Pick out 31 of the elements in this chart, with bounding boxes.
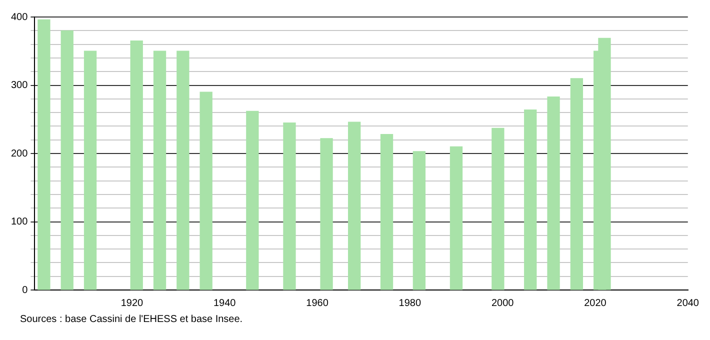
- bar: [492, 128, 504, 290]
- x-tick-label: 1960: [306, 298, 329, 309]
- y-tick-label: 300: [10, 80, 28, 91]
- bar: [283, 122, 296, 290]
- bar: [380, 134, 394, 290]
- bar: [547, 96, 560, 290]
- x-tick-label: 2020: [584, 298, 607, 309]
- bar: [570, 78, 584, 290]
- bar: [130, 40, 143, 290]
- bar: [200, 92, 212, 290]
- bar: [450, 146, 463, 290]
- y-tick-label: 200: [10, 148, 28, 160]
- y-tick-label: 400: [10, 12, 28, 23]
- y-tick-label: 0: [22, 284, 28, 296]
- bar: [348, 122, 361, 290]
- bar: [524, 109, 537, 290]
- bar: [176, 50, 190, 290]
- x-tick-label: 1940: [213, 298, 236, 309]
- y-tick-label: 100: [10, 216, 28, 228]
- bar: [84, 50, 97, 290]
- x-tick-label: 2040: [676, 298, 700, 309]
- bar: [246, 110, 259, 290]
- x-tick-label: 1920: [120, 298, 144, 309]
- bar: [60, 30, 74, 290]
- x-tick-label: 1980: [398, 298, 422, 309]
- bar: [412, 151, 426, 290]
- bar: [38, 19, 50, 290]
- source-note: Sources : base Cassini de l'EHESS et base Insee.: [20, 314, 244, 325]
- x-tick-label: 2000: [491, 298, 514, 309]
- bar: [320, 138, 333, 290]
- bar: [153, 50, 166, 290]
